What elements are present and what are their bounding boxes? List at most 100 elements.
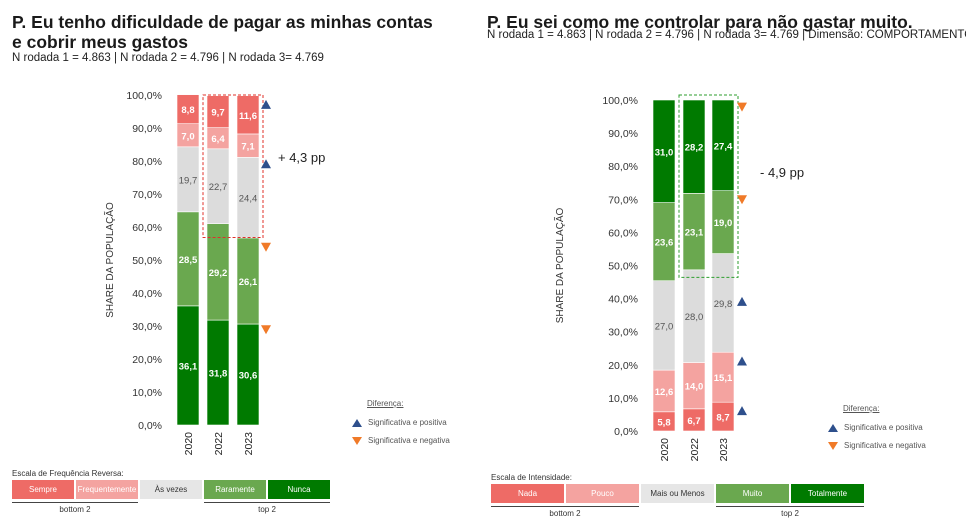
down-triangle-icon	[261, 325, 271, 335]
scale-cell-2: Pouco	[566, 484, 639, 503]
top2-label: top 2	[258, 505, 276, 514]
stacked-bar-chart: 0,0% 10,0% 20,0% 30,0% 40,0% 50,0% 60,0% 70,0% 8…	[103, 90, 325, 456]
data-label: 23,1	[685, 228, 704, 239]
chart-panel-self-control: P. Eu sei como me controlar para não gas…	[483, 0, 966, 524]
data-label: 14,0	[685, 382, 704, 393]
panel-title: P. Eu tenho dificuldade de pagar as minh…	[12, 12, 433, 52]
y-tick-label: 90,0%	[132, 123, 162, 135]
data-label: 6,7	[687, 416, 700, 427]
scale-cell-5: Totalmente	[791, 484, 864, 503]
x-tick-label: 2023	[243, 432, 255, 456]
y-tick-label: 100,0%	[126, 90, 162, 102]
bar-segment	[206, 95, 230, 128]
chart-panel-bills: P. Eu tenho dificuldade de pagar as minh…	[12, 12, 450, 514]
y-tick-label: 20,0%	[132, 354, 162, 366]
bottom2-divider	[12, 502, 138, 503]
data-label: 7,0	[181, 131, 194, 142]
down-triangle-icon	[737, 102, 747, 112]
legend-negative-label: Significativa e negativa	[368, 436, 450, 445]
stacked-bar-chart: 0,0% 10,0% 20,0% 30,0% 40,0% 50,0% 60,0% 70,0% 8…	[553, 94, 804, 462]
scale-cell-4: Raramente	[204, 480, 266, 499]
data-label: 11,6	[239, 111, 257, 122]
y-tick-label: 60,0%	[608, 227, 638, 239]
panel-title: P. Eu sei como me controlar para não gas…	[487, 12, 913, 32]
down-triangle-icon	[828, 441, 838, 450]
bar-segment	[652, 99, 676, 203]
up-triangle-icon	[261, 159, 271, 169]
y-tick-label: 0,0%	[138, 420, 162, 432]
data-label: 6,4	[211, 134, 225, 145]
up-triangle-icon	[737, 406, 747, 416]
scale-cell-3: Às vezes	[140, 480, 202, 499]
bar-segment	[711, 99, 735, 191]
x-tick-label: 2022	[689, 438, 701, 462]
scale-cell-3: Mais ou Menos	[641, 484, 714, 503]
y-tick-label: 70,0%	[132, 189, 162, 201]
y-axis-title: SHARE DA POPULAÇÃO	[553, 207, 566, 323]
legend-negative: Significativa e negativa	[828, 441, 926, 450]
y-tick-label: 90,0%	[608, 128, 638, 140]
legend-positive-label: Significativa e positiva	[844, 423, 923, 432]
data-label: 29,8	[714, 299, 733, 310]
y-tick-label: 50,0%	[608, 261, 638, 273]
y-tick-label: 80,0%	[608, 161, 638, 173]
difference-annotation: + 4,3 pp	[278, 150, 325, 165]
highlight-box	[678, 94, 739, 278]
panel-subtitle: N rodada 1 = 4.863 | N rodada 2 = 4.796 …	[487, 29, 966, 41]
y-tick-label: 100,0%	[602, 95, 638, 107]
y-tick-label: 30,0%	[132, 321, 162, 333]
scale-cell-2: Frequentemente	[76, 480, 138, 499]
x-tick-label: 2022	[213, 432, 225, 456]
y-tick-label: 70,0%	[608, 194, 638, 206]
legend-negative-label: Significativa e negativa	[844, 441, 926, 450]
difference-annotation: - 4,9 pp	[760, 165, 804, 180]
down-triangle-icon	[261, 242, 271, 252]
down-triangle-icon	[352, 436, 362, 445]
up-triangle-icon	[737, 356, 747, 366]
x-tick-label: 2023	[718, 438, 730, 462]
x-tick-label: 2020	[183, 432, 195, 456]
y-tick-label: 30,0%	[608, 327, 638, 339]
bottom2-label: bottom 2	[59, 505, 91, 514]
data-label: 9,7	[211, 108, 224, 119]
data-label: 12,6	[655, 387, 674, 398]
data-label: 24,4	[239, 194, 258, 205]
top2-divider	[204, 502, 330, 503]
top2-label: top 2	[781, 509, 799, 518]
data-label: 23,6	[655, 238, 674, 249]
y-tick-label: 40,0%	[132, 288, 162, 300]
y-tick-label: 10,0%	[608, 393, 638, 405]
data-label: 31,8	[209, 369, 228, 380]
data-label: 28,2	[685, 143, 704, 154]
data-label: 22,7	[209, 182, 228, 193]
y-tick-label: 10,0%	[132, 387, 162, 399]
scale-cell-5: Nunca	[268, 480, 330, 499]
data-label: 19,7	[179, 175, 198, 186]
data-label: 8,8	[181, 105, 194, 116]
scale-title: Escala de Intensidade:	[491, 473, 572, 482]
up-triangle-icon	[737, 296, 747, 306]
legend-positive: Significativa e positiva	[352, 418, 447, 427]
data-label: 15,1	[714, 373, 733, 384]
bar-segment	[236, 95, 260, 135]
data-label: 31,0	[655, 147, 674, 158]
bar-segment	[176, 94, 200, 125]
scale-cell-1: Nada	[491, 484, 564, 503]
legend-title: Diferença:	[367, 399, 404, 408]
data-label: 7,1	[241, 142, 255, 153]
scale-bar: Nada Pouco Mais ou Menos Muito Totalment…	[491, 484, 866, 503]
up-triangle-icon	[352, 418, 362, 427]
y-tick-label: 40,0%	[608, 294, 638, 306]
legend-title: Diferença:	[843, 404, 880, 413]
y-tick-label: 60,0%	[132, 222, 162, 234]
y-axis-title: SHARE DA POPULAÇÃO	[103, 202, 116, 318]
bar-segment	[682, 99, 706, 194]
x-tick-label: 2020	[659, 438, 671, 462]
data-label: 8,7	[716, 413, 729, 424]
data-label: 29,2	[209, 268, 228, 279]
panel-subtitle: N rodada 1 = 4.863 | N rodada 2 = 4.796 …	[12, 52, 324, 64]
data-label: 28,5	[179, 255, 198, 266]
data-label: 28,0	[685, 312, 704, 323]
scale-cell-1: Sempre	[12, 480, 74, 499]
data-label: 27,0	[655, 321, 674, 332]
